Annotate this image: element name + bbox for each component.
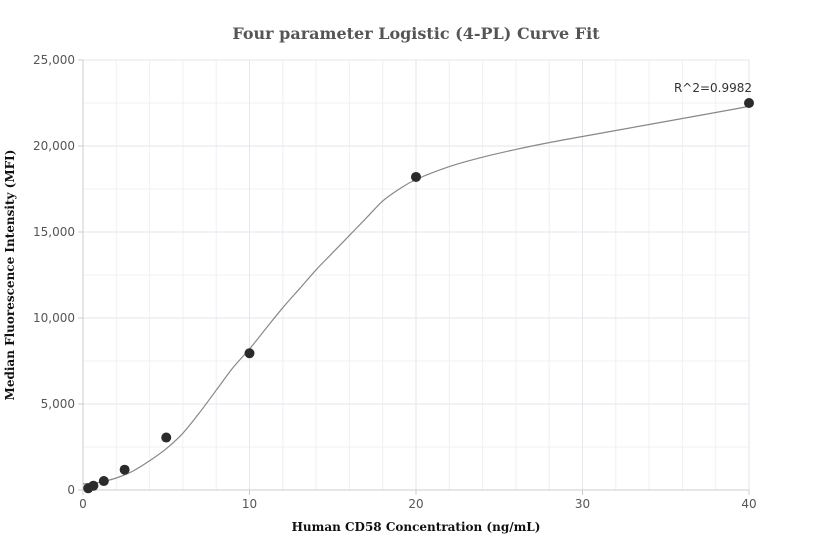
y-tick-label: 25,000 xyxy=(33,53,75,67)
grid xyxy=(83,59,750,490)
r-squared-annotation: R^2=0.9982 xyxy=(674,81,752,95)
y-tick-label: 15,000 xyxy=(33,225,75,239)
data-points xyxy=(83,98,754,494)
data-point xyxy=(244,348,255,359)
data-point xyxy=(119,464,130,475)
x-tick-label: 40 xyxy=(741,497,756,511)
tick-labels: 0 10 20 30 40 0 5,000 10,000 15,000 20,000 25,000 xyxy=(33,53,757,511)
axes xyxy=(78,59,750,495)
chart-title: Four parameter Logistic (4-PL) Curve Fit xyxy=(232,24,600,43)
x-tick-label: 30 xyxy=(575,497,590,511)
y-tick-label: 10,000 xyxy=(33,311,75,325)
data-point xyxy=(98,476,109,487)
data-point xyxy=(88,480,99,491)
y-tick-label: 20,000 xyxy=(33,139,75,153)
data-point xyxy=(744,98,754,108)
y-tick-label: 5,000 xyxy=(41,397,75,411)
data-point xyxy=(411,171,421,182)
y-tick-label: 0 xyxy=(67,483,75,497)
data-point xyxy=(161,432,172,443)
x-tick-label: 10 xyxy=(242,497,257,511)
x-tick-label: 0 xyxy=(79,497,87,511)
x-axis-title: Human CD58 Concentration (ng/mL) xyxy=(292,520,541,534)
y-axis-title: Median Fluorescence Intensity (MFI) xyxy=(3,150,17,401)
x-tick-label: 20 xyxy=(408,497,423,511)
fit-curve xyxy=(82,105,750,485)
